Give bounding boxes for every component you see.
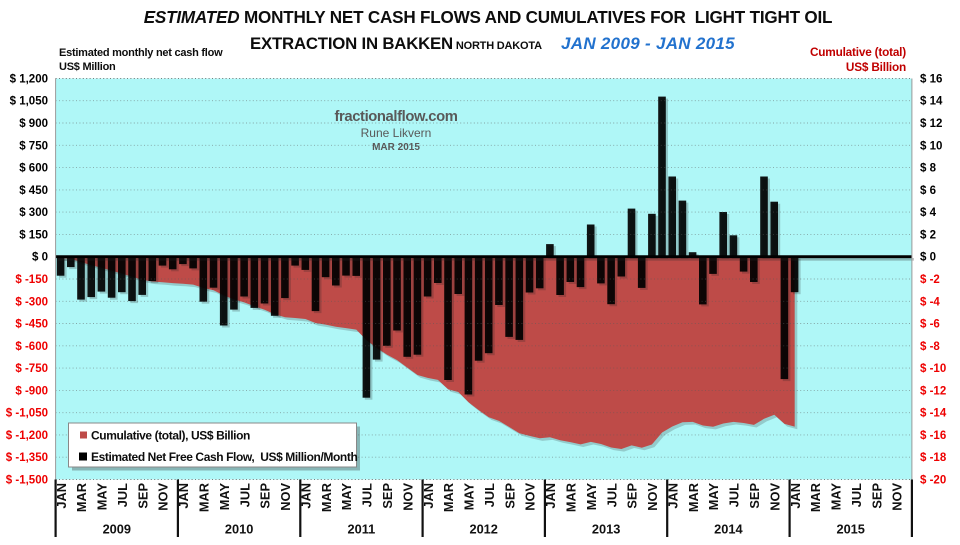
svg-text:US$ Million: US$ Million — [59, 61, 116, 73]
svg-text:MAY: MAY — [462, 483, 477, 511]
svg-text:MAY: MAY — [217, 483, 232, 511]
svg-text:JUL: JUL — [849, 483, 864, 507]
svg-text:2009: 2009 — [103, 522, 131, 537]
svg-text:$ 16: $ 16 — [920, 74, 942, 86]
svg-text:$ 600: $ 600 — [19, 163, 48, 175]
svg-text:MAY: MAY — [95, 483, 110, 511]
svg-text:SEP: SEP — [380, 483, 395, 509]
svg-text:JAN: JAN — [665, 483, 680, 509]
svg-text:$ 12: $ 12 — [920, 118, 942, 130]
svg-text:SEP: SEP — [625, 483, 640, 509]
svg-text:$ -1,200: $ -1,200 — [6, 430, 48, 442]
svg-text:JAN 2009 - JAN 2015: JAN 2009 - JAN 2015 — [561, 34, 735, 53]
svg-text:$ -4: $ -4 — [920, 296, 940, 308]
svg-text:fractionalflow.com: fractionalflow.com — [335, 109, 458, 125]
svg-text:SEP: SEP — [502, 483, 517, 509]
svg-text:JUL: JUL — [482, 483, 497, 507]
svg-text:NOV: NOV — [523, 483, 538, 511]
svg-text:$ -2: $ -2 — [920, 274, 940, 286]
svg-text:MAY: MAY — [829, 483, 844, 511]
svg-text:SEP: SEP — [258, 483, 273, 509]
svg-text:$ 6: $ 6 — [920, 185, 936, 197]
svg-text:2013: 2013 — [592, 522, 620, 537]
svg-text:$ -450: $ -450 — [15, 319, 48, 331]
svg-text:$ 0: $ 0 — [920, 252, 936, 264]
svg-text:JUL: JUL — [360, 483, 375, 507]
svg-text:$ -900: $ -900 — [15, 385, 48, 397]
svg-text:SEP: SEP — [135, 483, 150, 509]
svg-text:$ -1,500: $ -1,500 — [6, 475, 48, 487]
svg-text:$ 2: $ 2 — [920, 229, 936, 241]
svg-text:2011: 2011 — [348, 522, 376, 537]
svg-text:MAR: MAR — [686, 483, 701, 512]
svg-text:$ -14: $ -14 — [920, 408, 947, 420]
svg-text:NOV: NOV — [767, 483, 782, 511]
svg-text:MAR: MAR — [808, 483, 823, 512]
svg-text:NOV: NOV — [278, 483, 293, 511]
svg-text:$ -600: $ -600 — [15, 341, 48, 353]
svg-text:Cumulative (total): Cumulative (total) — [810, 45, 906, 59]
svg-text:$ -10: $ -10 — [920, 363, 946, 375]
svg-text:$ -1,350: $ -1,350 — [6, 452, 48, 464]
svg-text:$ 0: $ 0 — [32, 252, 48, 264]
svg-text:Estimated Net Free Cash Flow,: Estimated Net Free Cash Flow, US$ Millio… — [91, 450, 357, 464]
svg-text:2014: 2014 — [714, 522, 743, 537]
svg-text:$ -6: $ -6 — [920, 319, 940, 331]
svg-text:2015: 2015 — [836, 522, 864, 537]
svg-text:$ -8: $ -8 — [920, 341, 940, 353]
svg-text:MAR: MAR — [197, 483, 212, 512]
svg-text:NOV: NOV — [156, 483, 171, 511]
svg-text:2012: 2012 — [469, 522, 497, 537]
svg-text:NOV: NOV — [890, 483, 905, 511]
svg-text:$ 1,050: $ 1,050 — [10, 96, 48, 108]
svg-text:$ -18: $ -18 — [920, 452, 947, 464]
svg-text:US$ Billion: US$ Billion — [846, 60, 906, 74]
svg-text:JAN: JAN — [54, 483, 69, 509]
svg-text:MAY: MAY — [339, 483, 354, 511]
svg-text:$ 14: $ 14 — [920, 96, 943, 108]
svg-text:$ -750: $ -750 — [15, 363, 48, 375]
svg-text:JUL: JUL — [727, 483, 742, 507]
svg-text:SEP: SEP — [747, 483, 762, 509]
svg-text:JUL: JUL — [115, 483, 130, 507]
svg-text:Estimated monthly net cash flo: Estimated monthly net cash flow — [59, 47, 223, 59]
svg-text:Cumulative (total), US$ Billio: Cumulative (total), US$ Billion — [91, 429, 250, 443]
svg-text:ESTIMATED MONTHLY NET CASH FLO: ESTIMATED MONTHLY NET CASH FLOWS AND CUM… — [144, 8, 833, 27]
svg-text:MAY: MAY — [706, 483, 721, 511]
svg-text:MAR: MAR — [564, 483, 579, 512]
svg-text:$ 150: $ 150 — [19, 229, 48, 241]
svg-text:$ 4: $ 4 — [920, 207, 937, 219]
svg-text:$ -1,050: $ -1,050 — [6, 408, 48, 420]
svg-text:NOV: NOV — [400, 483, 415, 511]
svg-text:MAY: MAY — [584, 483, 599, 511]
svg-text:JAN: JAN — [299, 483, 314, 509]
svg-text:$ -12: $ -12 — [920, 385, 946, 397]
svg-text:NOV: NOV — [645, 483, 660, 511]
svg-text:$ 750: $ 750 — [19, 140, 48, 152]
svg-text:$ 300: $ 300 — [19, 207, 48, 219]
svg-text:$ -20: $ -20 — [920, 475, 946, 487]
svg-text:MAR: MAR — [441, 483, 456, 512]
svg-text:$ -16: $ -16 — [920, 430, 946, 442]
svg-text:MAR: MAR — [74, 483, 89, 512]
svg-text:$ 900: $ 900 — [19, 118, 48, 130]
svg-text:MAR 2015: MAR 2015 — [372, 142, 420, 153]
svg-text:MAR: MAR — [319, 483, 334, 512]
svg-text:$ 1,200: $ 1,200 — [10, 74, 48, 86]
svg-text:$ 450: $ 450 — [19, 185, 48, 197]
svg-text:Rune Likvern: Rune Likvern — [361, 126, 432, 140]
svg-text:JAN: JAN — [176, 483, 191, 509]
svg-text:JAN: JAN — [788, 483, 803, 509]
svg-text:SEP: SEP — [869, 483, 884, 509]
svg-text:$ 8: $ 8 — [920, 163, 937, 175]
svg-text:2010: 2010 — [225, 522, 253, 537]
svg-text:JUL: JUL — [604, 483, 619, 507]
svg-text:$ 10: $ 10 — [920, 140, 942, 152]
svg-text:$ -300: $ -300 — [15, 296, 48, 308]
svg-text:$ -150: $ -150 — [15, 274, 48, 286]
svg-text:JUL: JUL — [237, 483, 252, 507]
svg-text:JAN: JAN — [543, 483, 558, 509]
svg-text:JAN: JAN — [421, 483, 436, 509]
